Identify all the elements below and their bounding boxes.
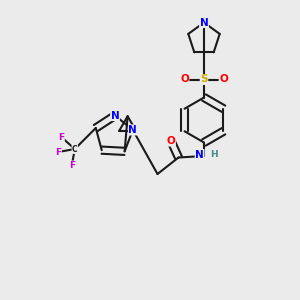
Text: C: C [72,145,78,154]
Text: F: F [55,148,61,157]
Text: S: S [200,74,208,85]
Text: N: N [111,110,119,121]
Text: O: O [167,136,176,146]
Text: F: F [58,133,64,142]
Text: O: O [219,74,228,85]
Text: O: O [180,74,189,85]
Text: N: N [195,149,204,160]
Text: N: N [200,17,208,28]
Text: F: F [69,161,75,170]
Text: H: H [211,150,218,159]
Text: N: N [128,125,137,135]
